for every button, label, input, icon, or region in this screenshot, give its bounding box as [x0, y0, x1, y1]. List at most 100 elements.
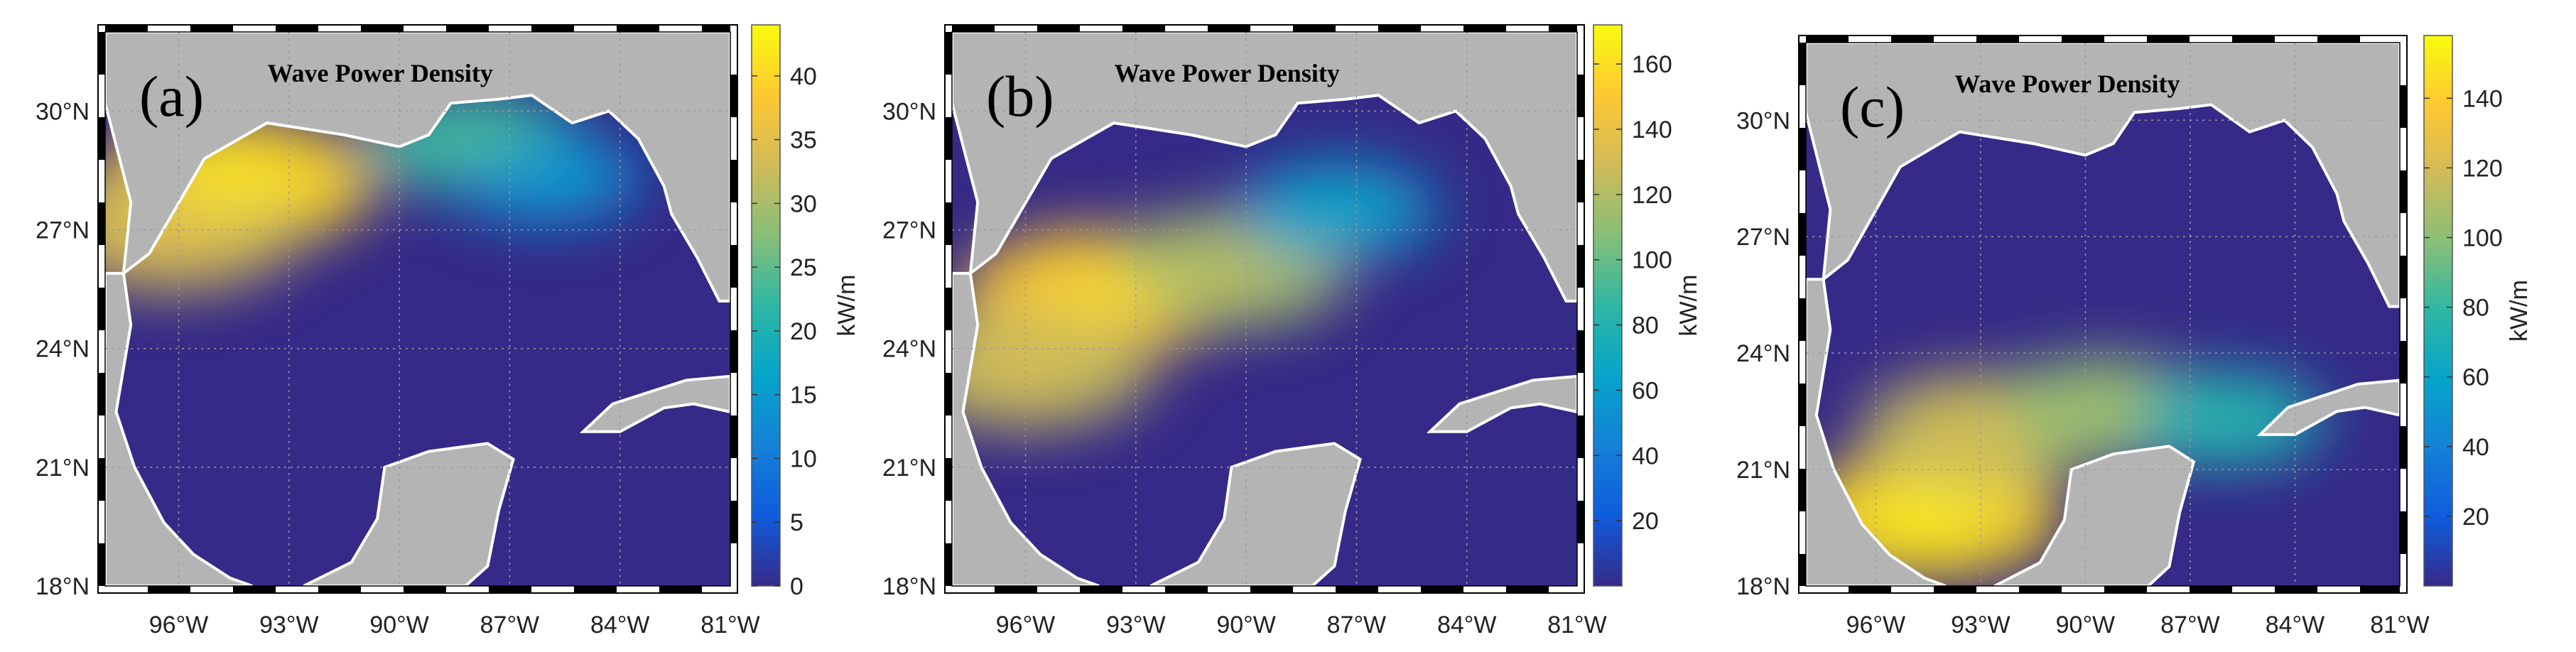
- y-tick-label: 21°N: [36, 455, 90, 482]
- y-tick-label: 27°N: [36, 217, 90, 244]
- hotspot-layer: [1806, 356, 2327, 580]
- y-tick-label: 18°N: [1736, 573, 1790, 600]
- frame-right: [730, 415, 737, 458]
- wave-power-field: [105, 32, 730, 586]
- y-tick-label: 18°N: [882, 573, 936, 600]
- frame-bottom: [617, 586, 659, 593]
- frame-right: [730, 543, 737, 586]
- colorbar-label: kW/m: [833, 275, 860, 337]
- frame-top: [2360, 36, 2400, 43]
- colorbar: 0 5 10 15 20 25 30 35 40 kW/m: [751, 24, 860, 600]
- frame-bottom: [105, 586, 148, 593]
- frame-left: [1799, 298, 1806, 341]
- colorbar-tick-label: 15: [790, 382, 817, 409]
- frame-bottom: [702, 586, 730, 593]
- frame-top: [2232, 36, 2275, 43]
- y-tick-label: 24°N: [882, 336, 936, 363]
- land-usGulf: [952, 32, 1577, 303]
- frame-bottom: [446, 586, 489, 593]
- frame-left: [1799, 554, 1806, 586]
- frame-left: [945, 288, 952, 330]
- frame-bottom: [1934, 586, 1976, 593]
- frame-bottom: [1976, 586, 2019, 593]
- frame-left: [945, 543, 952, 586]
- frame-left: [1799, 213, 1806, 256]
- frame-top: [1122, 25, 1165, 32]
- frame-top: [2019, 36, 2062, 43]
- hotspot-core-4: [2177, 395, 2273, 443]
- x-tick-label: 87°W: [1327, 612, 1387, 639]
- frame-bottom: [1336, 586, 1378, 593]
- frame-right: [1577, 202, 1584, 245]
- frame-top: [659, 25, 702, 32]
- colorbar-tick-label: 80: [2462, 295, 2489, 322]
- frame-right: [730, 75, 737, 117]
- frame-outline: [97, 24, 738, 594]
- frame-left: [98, 288, 105, 330]
- frame-bottom: [995, 586, 1037, 593]
- frame-bottom: [190, 586, 233, 593]
- frame-top: [489, 25, 531, 32]
- frame-right: [730, 458, 737, 501]
- frame-top: [2062, 36, 2104, 43]
- frame-top: [361, 25, 404, 32]
- frame-top: [1934, 36, 1976, 43]
- frame-left: [98, 75, 105, 117]
- x-tick-label: 93°W: [259, 612, 319, 639]
- y-tick-label: 30°N: [1736, 107, 1790, 134]
- y-tick-label: 18°N: [36, 573, 90, 600]
- colorbar-tick-label: 140: [1632, 116, 1672, 143]
- frame-right: [1577, 75, 1584, 117]
- frame-right: [2400, 341, 2407, 384]
- frame-right: [2400, 256, 2407, 298]
- x-tick-label: 84°W: [1437, 612, 1497, 639]
- colorbar-tick-label: 40: [790, 63, 817, 90]
- frame-top: [952, 25, 995, 32]
- frame-left: [945, 458, 952, 501]
- y-tick-label: 21°N: [1736, 457, 1790, 484]
- frame-bottom: [489, 586, 531, 593]
- frame-bottom: [1208, 586, 1250, 593]
- hotspot-layer: [952, 161, 1438, 430]
- frame-right: [730, 32, 737, 75]
- frame-top: [1549, 25, 1577, 32]
- x-tick-label: 90°W: [1216, 612, 1276, 639]
- frame-top: [1037, 25, 1080, 32]
- colorbar: 20 40 60 80 100 120 140 kW/m: [2423, 35, 2533, 587]
- frame-top: [617, 25, 659, 32]
- land-mexicoWest: [105, 271, 253, 586]
- frame-right: [730, 330, 737, 373]
- colorbar-label: kW/m: [2506, 280, 2533, 342]
- panel-label: (a): [139, 64, 204, 129]
- frame-top: [1208, 25, 1250, 32]
- frame-bottom: [1506, 586, 1549, 593]
- frame-left: [1799, 85, 1806, 128]
- y-tick-label: 24°N: [36, 336, 90, 363]
- land-usGulf: [1806, 43, 2400, 308]
- frame-bottom: [1037, 586, 1080, 593]
- frame-left: [1799, 170, 1806, 213]
- frame-left: [945, 330, 952, 373]
- x-tick-label: 81°W: [2370, 612, 2430, 639]
- frame-left: [945, 75, 952, 117]
- frame-bottom: [361, 586, 404, 593]
- frame-top: [190, 25, 233, 32]
- frame-bottom: [2190, 586, 2232, 593]
- y-tick-label: 27°N: [882, 217, 936, 244]
- x-tick-label: 96°W: [1846, 612, 1906, 639]
- hotspot-core-3: [1172, 241, 1283, 298]
- colorbar-tick-label: 0: [790, 573, 803, 600]
- frame-bottom: [2232, 586, 2275, 593]
- frame-bottom: [1293, 586, 1336, 593]
- hotspot-core-1: [1039, 263, 1159, 323]
- frame-top: [2147, 36, 2190, 43]
- panel-c: Wave Power Density (c) 96°W 93°W 90°W 87°W 84°…: [1736, 35, 2533, 639]
- colorbar-tick-label: 20: [2462, 504, 2489, 531]
- frame-bottom: [2275, 586, 2317, 593]
- x-tick-label: 84°W: [590, 612, 650, 639]
- frame-left: [98, 373, 105, 415]
- frame-bottom: [1080, 586, 1122, 593]
- frame-left: [1799, 128, 1806, 170]
- frame-bottom: [404, 586, 446, 593]
- frame-left: [1799, 511, 1806, 554]
